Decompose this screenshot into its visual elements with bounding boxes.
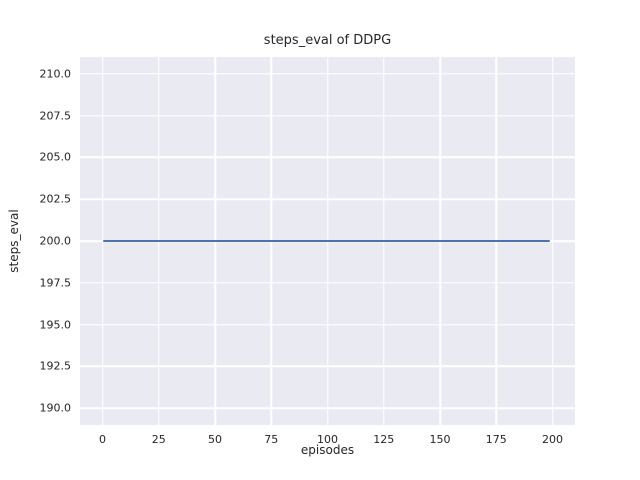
x-tick-label: 150 (429, 433, 451, 446)
plot-area: 0 25 50 75 100 125 150 175 200 190.0 192.5 195.0 197… (40, 57, 575, 446)
y-tick-label: 200.0 (39, 234, 72, 248)
y-tick-label: 202.5 (39, 192, 72, 206)
y-tick-label: 210.0 (39, 67, 72, 81)
y-gridline (80, 156, 575, 159)
x-tick-label: 200 (542, 433, 563, 446)
y-gridline (80, 365, 575, 368)
y-gridline (80, 407, 575, 410)
x-tick-label: 175 (485, 433, 507, 446)
y-tick-label: 197.5 (39, 276, 72, 290)
x-tick-label: 25 (151, 433, 166, 446)
y-gridline (80, 114, 575, 117)
x-tick-label: 100 (317, 433, 338, 446)
x-tick-label: 50 (208, 433, 222, 446)
chart-title: steps_eval of DDPG (263, 33, 392, 48)
y-gridline (80, 282, 575, 284)
y-gridline (80, 323, 575, 326)
x-tick-label: 125 (373, 433, 395, 446)
series-line-steps_eval (102, 240, 551, 242)
y-tick-label: 207.5 (39, 109, 72, 123)
y-gridline (80, 198, 575, 200)
y-tick-label: 192.5 (39, 359, 72, 373)
y-tick-label: 190.0 (39, 401, 72, 415)
y-tick-label: 195.0 (39, 318, 72, 332)
x-tick-label: 75 (264, 433, 279, 446)
x-axis-label: episodes (300, 443, 355, 457)
y-axis-label: steps_eval (7, 209, 21, 273)
y-tick-label: 205.0 (39, 150, 72, 164)
y-gridline (80, 72, 575, 75)
x-tick-label: 0 (99, 433, 106, 446)
